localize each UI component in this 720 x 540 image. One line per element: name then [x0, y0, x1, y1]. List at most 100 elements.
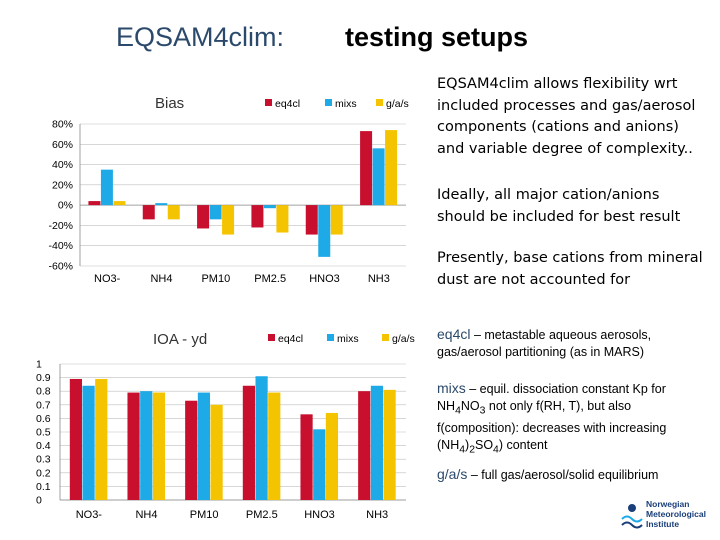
logo-line-1: Norwegian	[646, 499, 690, 509]
bar-NO3-s0	[88, 201, 101, 206]
x-tick-label: PM2.5	[246, 509, 278, 521]
y-tick-label: 0	[36, 495, 42, 507]
note-mixs-text-d: )	[465, 437, 470, 452]
y-tick-label: 40%	[52, 159, 73, 171]
bar-PM25-s0	[242, 385, 255, 500]
logo-mark-icon	[621, 504, 643, 529]
bar-NH4-s2	[152, 392, 166, 500]
note-mixs-sub4: 2	[469, 444, 475, 455]
legend-swatch-1	[327, 334, 334, 341]
bar-HNO3-s2	[330, 205, 343, 235]
y-tick-label: 80%	[52, 119, 73, 131]
bar-PM10-s1	[197, 392, 211, 500]
chart-title: IOA - yd	[153, 331, 207, 348]
bar-NH3-s1	[370, 385, 384, 500]
bar-HNO3-s0	[300, 414, 313, 500]
x-tick-label: PM2.5	[254, 273, 286, 285]
x-tick-label: PM10	[201, 273, 230, 285]
bar-PM25-s2	[268, 392, 281, 500]
y-tick-label: 60%	[52, 139, 73, 151]
legend-swatch-2	[376, 99, 383, 106]
y-tick-label: -20%	[48, 220, 73, 232]
bar-NH4-s1	[155, 203, 168, 206]
bar-PM10-s2	[210, 404, 223, 500]
text-presently: Presently, base cations from mineral dus…	[437, 250, 703, 288]
x-tick-label: PM10	[190, 509, 219, 521]
bar-NO3-s2	[95, 378, 108, 500]
bar-NH3-s0	[360, 131, 373, 206]
bar-NO3-s2	[113, 201, 126, 206]
note-mixs-text-e: SO	[474, 437, 494, 452]
note-mixs-text-f: ) content	[498, 437, 548, 452]
note-mixs-sub5: 4	[493, 444, 499, 455]
legend-swatch-1	[325, 99, 332, 106]
note-eq4cl-key: eq4cl	[437, 326, 471, 342]
x-tick-label: NH4	[150, 273, 172, 285]
y-tick-label: 0.5	[36, 427, 51, 439]
x-tick-label: HNO3	[304, 509, 335, 521]
logo-line-2: Meteorological	[646, 509, 706, 519]
bar-PM25-s0	[251, 205, 264, 228]
legend-label-1: mixs	[335, 98, 357, 110]
x-tick-label: NO3-	[94, 273, 121, 285]
y-tick-label: 0.3	[36, 454, 51, 466]
y-tick-label: 0.2	[36, 467, 51, 479]
y-tick-label: -40%	[48, 240, 73, 252]
legend-swatch-2	[382, 334, 389, 341]
note-gas: g/a/s – full gas/aerosol/solid equilibri…	[437, 466, 707, 484]
bar-NH3-s0	[358, 391, 371, 500]
legend-label-1: mixs	[337, 333, 359, 345]
y-tick-label: 0.9	[36, 372, 51, 384]
title-right: testing setups	[345, 22, 529, 52]
bar-NO3-s0	[69, 378, 82, 500]
note-mixs-text-c: not only f(RH, T), but also f(compositio…	[437, 399, 667, 452]
bar-NH4-s0	[127, 392, 140, 500]
y-tick-label: 0.1	[36, 481, 51, 493]
x-tick-label: NH3	[368, 273, 390, 285]
chart-title: Bias	[155, 95, 184, 112]
bar-PM25-s1	[255, 376, 268, 500]
legend-swatch-0	[268, 334, 275, 341]
bar-NH4-s2	[167, 205, 180, 220]
note-mixs-sub1: 4	[455, 405, 461, 417]
bar-NO3-s1	[100, 169, 113, 206]
y-tick-label: -60%	[48, 261, 73, 273]
y-tick-label: 0.7	[36, 399, 51, 411]
bar-NO3-s1	[82, 385, 95, 500]
bar-NH3-s1	[372, 148, 385, 206]
bar-PM25-s1	[263, 205, 276, 209]
ioa-chart: IOA - yd eq4cl mixs g/a/s10.90.80.70.60.50.…	[36, 331, 415, 521]
y-tick-label: 0.8	[36, 386, 51, 398]
logo-text: Norwegian Meteorological Institute	[646, 499, 706, 529]
bar-NH3-s2	[383, 389, 396, 500]
note-mixs-key: mixs	[437, 380, 466, 396]
bar-PM10-s2	[222, 205, 235, 235]
note-eq4cl: eq4cl – metastable aqueous aerosols, gas…	[437, 326, 707, 361]
note-eq4cl-text: – metastable aqueous aerosols, gas/aeros…	[437, 328, 652, 359]
legend-label-2: g/a/s	[392, 333, 415, 345]
legend-label-2: g/a/s	[386, 98, 409, 110]
bar-NH4-s1	[140, 391, 153, 500]
note-mixs-text-a: – equil. dissociation constant Kp for NH	[437, 382, 666, 413]
bar-HNO3-s1	[313, 429, 326, 500]
note-mixs: mixs – equil. dissociation constant Kp f…	[437, 380, 707, 458]
bar-NH3-s2	[385, 130, 398, 206]
note-gas-text: – full gas/aerosol/solid equilibrium	[467, 468, 659, 482]
note-mixs-text-b: NO	[460, 399, 480, 413]
logo-line-3: Institute	[646, 519, 680, 529]
x-tick-label: NH3	[366, 509, 388, 521]
bar-PM10-s1	[209, 205, 222, 220]
note-mixs-sub2: 3	[479, 405, 486, 417]
y-tick-label: 0.4	[36, 440, 51, 452]
bar-HNO3-s0	[305, 205, 318, 235]
bar-PM10-s0	[197, 205, 210, 229]
bar-HNO3-s1	[318, 205, 331, 257]
title-left: EQSAM4clim:	[116, 22, 285, 52]
bar-NH4-s0	[142, 205, 155, 220]
legend-label-0: eq4cl	[278, 333, 303, 345]
x-tick-label: NH4	[135, 509, 157, 521]
x-tick-label: HNO3	[309, 273, 340, 285]
legend-swatch-0	[265, 99, 272, 106]
bar-HNO3-s2	[325, 412, 339, 500]
text-flexibility: EQSAM4clim allows flexibility wrt includ…	[437, 76, 696, 157]
